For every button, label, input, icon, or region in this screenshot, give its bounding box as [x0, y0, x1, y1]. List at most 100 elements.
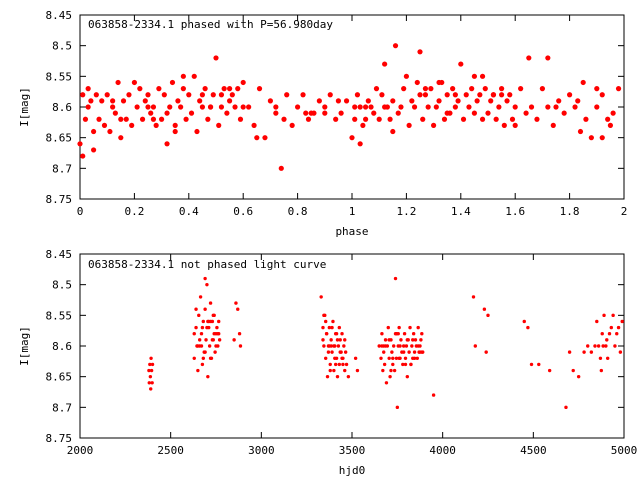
unphased-data-point	[342, 344, 346, 348]
unphased-data-point	[148, 374, 153, 379]
phased-data-point	[550, 122, 556, 128]
unphased-data-point	[605, 338, 609, 342]
unphased-y-tick-label: 8.5	[52, 279, 72, 292]
phased-x-tick-label: 0.8	[288, 205, 308, 218]
unphased-data-point	[332, 344, 336, 348]
unphased-data-point	[344, 362, 349, 367]
unphased-data-point	[394, 332, 399, 336]
phased-data-point	[218, 104, 225, 110]
phased-data-point	[390, 128, 396, 135]
phased-data-point	[357, 141, 363, 147]
phased-data-point	[289, 122, 295, 128]
phased-data-point	[123, 116, 129, 122]
unphased-data-point	[391, 356, 395, 360]
unphased-x-tick-label: 2500	[157, 444, 184, 457]
unphased-data-point	[336, 344, 341, 348]
unphased-data-point	[418, 350, 422, 354]
phased-data-point	[191, 73, 197, 79]
unphased-data-point	[208, 301, 213, 305]
unphased-data-point	[401, 344, 406, 348]
phased-data-point	[354, 92, 361, 98]
unphased-data-point	[201, 356, 206, 360]
unphased-data-point	[334, 332, 339, 336]
unphased-data-point	[192, 356, 196, 360]
phased-data-point	[594, 104, 600, 110]
phased-data-point	[471, 73, 477, 79]
unphased-data-point	[343, 338, 347, 342]
phased-data-point	[335, 98, 341, 104]
phased-data-point	[379, 92, 385, 98]
unphased-data-point	[238, 344, 243, 348]
unphased-data-point	[605, 356, 610, 360]
unphased-x-axis-label: hjd0	[339, 464, 366, 477]
unphased-data-point	[387, 338, 391, 342]
phased-data-point	[327, 92, 333, 98]
phased-data-point	[504, 98, 510, 104]
phased-data-point	[235, 86, 241, 92]
unphased-data-point	[208, 356, 213, 360]
phased-light-curve-panel: 0 0.2 0.4 0.6 0.8 1 1.2 1.4 1.6 1.8 2 8.45 8.5 8.55 8.…	[18, 9, 627, 238]
unphased-data-point	[567, 350, 572, 354]
unphased-data-point	[217, 319, 221, 324]
phased-data-point	[240, 79, 246, 86]
unphased-data-point	[213, 350, 217, 354]
phased-data-point	[159, 116, 165, 122]
unphased-data-point	[192, 332, 196, 336]
phased-y-tick-label: 8.7	[52, 162, 72, 175]
unphased-data-point	[207, 344, 212, 348]
phased-data-point	[343, 98, 350, 104]
unphased-data-point	[203, 307, 207, 311]
phased-data-point	[460, 116, 467, 122]
phased-x-tick-label: 1.8	[560, 205, 580, 218]
unphased-data-point	[598, 356, 603, 360]
phased-data-point	[188, 110, 195, 116]
unphased-data-point	[203, 350, 207, 354]
phased-data-point	[227, 86, 233, 92]
unphased-data-point	[382, 344, 386, 348]
unphased-data-point	[333, 362, 338, 367]
unphased-x-tick-label: 3500	[339, 444, 366, 457]
unphased-data-point	[392, 368, 397, 373]
unphased-data-point	[319, 295, 323, 299]
phased-data-point	[390, 98, 396, 104]
unphased-chart-title: 063858-2334.1 not phased light curve	[88, 258, 326, 271]
unphased-data-point	[214, 344, 218, 348]
phased-data-point	[164, 110, 170, 116]
unphased-data-point	[147, 368, 151, 373]
phased-data-point	[482, 86, 488, 92]
unphased-data-point	[394, 356, 399, 360]
phased-y-tick-label: 8.65	[46, 132, 73, 145]
phased-data-point	[493, 116, 499, 122]
unphased-data-point	[389, 368, 393, 373]
unphased-data-point	[390, 350, 394, 354]
unphased-data-point	[325, 374, 330, 379]
phased-data-point	[615, 86, 622, 92]
unphased-data-point	[586, 344, 590, 348]
phased-data-point	[545, 55, 551, 61]
unphased-data-point	[599, 368, 604, 373]
unphased-data-point	[397, 325, 401, 330]
unphased-data-point	[353, 356, 358, 360]
phased-data-point	[605, 116, 611, 122]
phased-data-point	[488, 98, 494, 104]
phased-data-point	[479, 116, 486, 122]
phased-data-point	[254, 135, 260, 141]
unphased-data-point	[322, 313, 326, 318]
unphased-data-point	[337, 325, 342, 330]
unphased-data-point	[471, 295, 476, 299]
unphased-plot-frame	[79, 253, 625, 439]
unphased-data-point	[408, 325, 412, 330]
unphased-data-point	[149, 356, 153, 360]
unphased-data-point	[205, 325, 209, 330]
unphased-data-point	[383, 338, 388, 342]
phased-data-point	[368, 104, 374, 110]
phased-data-point	[227, 98, 233, 104]
unphased-data-point	[596, 344, 601, 348]
unphased-data-point	[338, 350, 342, 354]
phased-data-point	[77, 141, 83, 147]
phased-data-point	[183, 116, 189, 122]
phased-data-point	[411, 104, 418, 110]
phased-data-point	[458, 61, 464, 67]
phased-data-point	[118, 116, 124, 122]
